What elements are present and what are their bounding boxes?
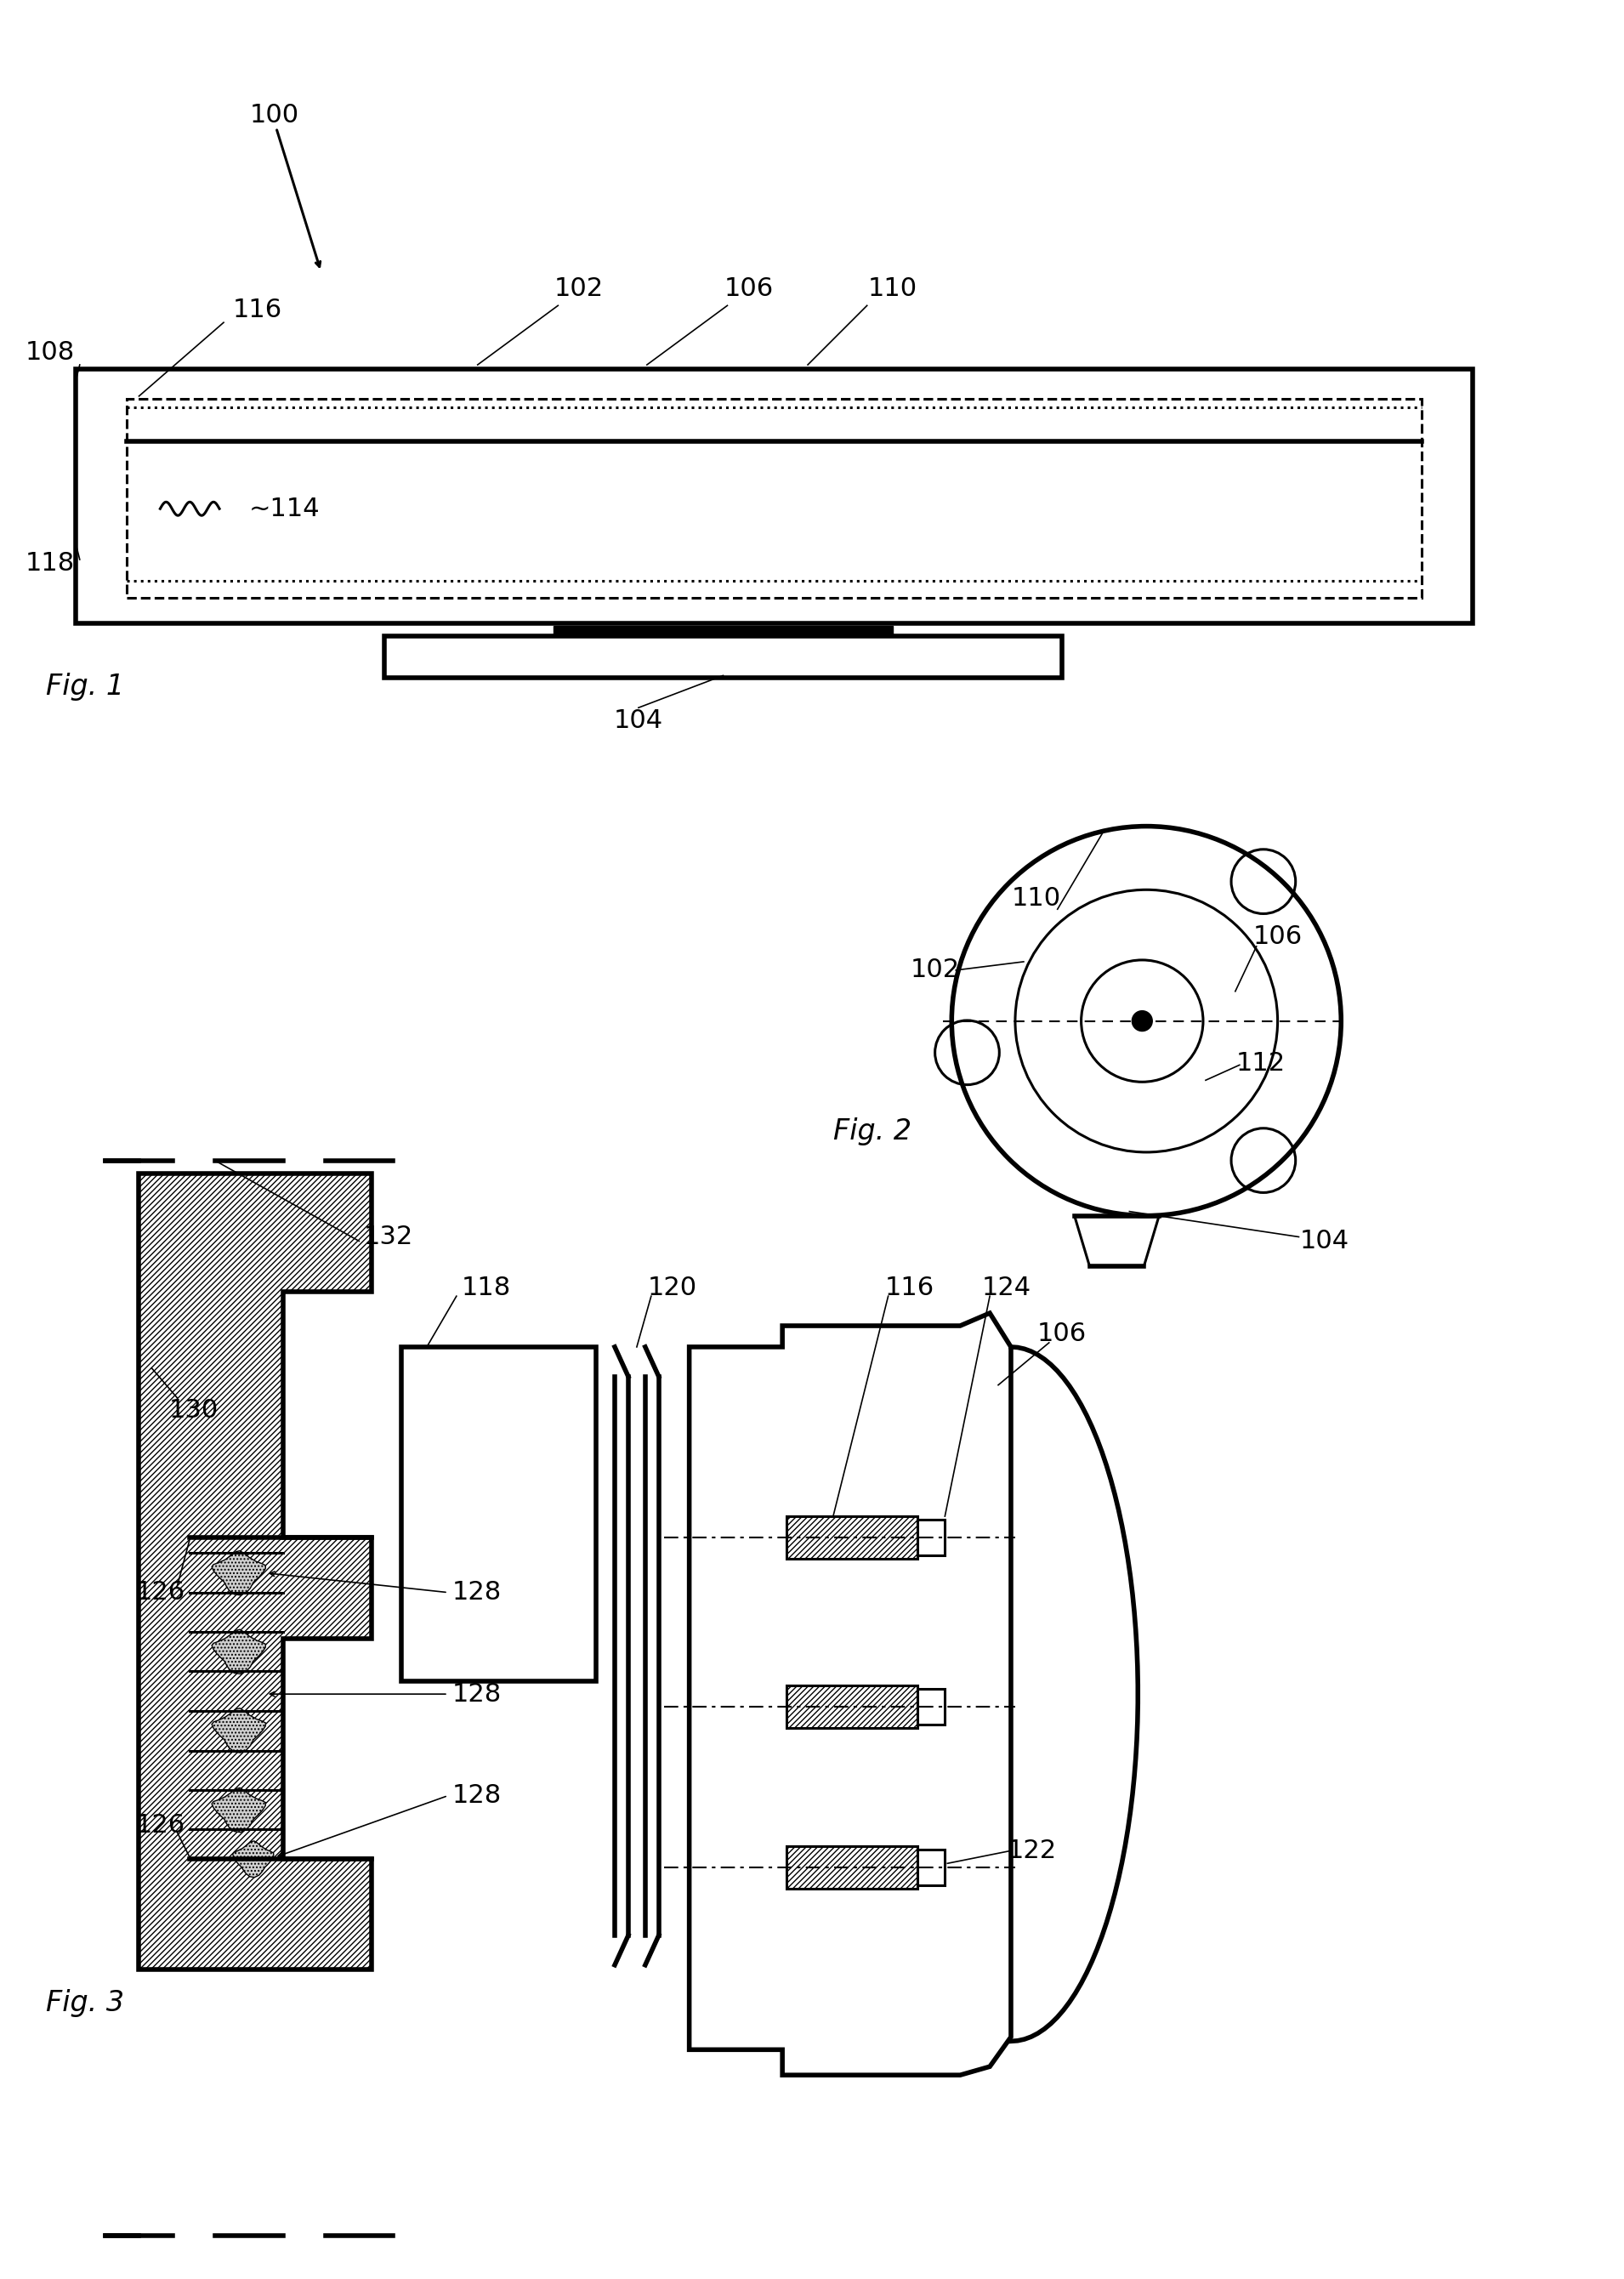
Text: 126: 126: [135, 1579, 185, 1604]
Polygon shape: [232, 1841, 274, 1878]
Text: 118: 118: [461, 1276, 512, 1299]
Polygon shape: [211, 1787, 266, 1832]
Text: 106: 106: [1252, 923, 1302, 948]
Text: 106: 106: [724, 276, 773, 301]
Text: 116: 116: [232, 299, 283, 321]
Bar: [918, 1689, 945, 1725]
Text: 128: 128: [451, 1784, 502, 1807]
Text: 116: 116: [885, 1276, 934, 1299]
Text: 102: 102: [554, 276, 604, 301]
Polygon shape: [211, 1709, 266, 1753]
Bar: [918, 1851, 945, 1885]
Text: 132: 132: [364, 1224, 414, 1249]
Text: 110: 110: [1012, 887, 1060, 912]
Polygon shape: [140, 1174, 372, 1969]
Text: 118: 118: [26, 552, 75, 577]
Bar: [918, 1520, 945, 1554]
Text: 112: 112: [1236, 1051, 1285, 1076]
Text: Fig. 2: Fig. 2: [833, 1117, 911, 1144]
Bar: [786, 1516, 918, 1559]
Text: 124: 124: [983, 1276, 1031, 1299]
Text: 120: 120: [648, 1276, 697, 1299]
Text: 100: 100: [250, 103, 299, 128]
Text: 110: 110: [867, 276, 918, 301]
Text: Fig. 3: Fig. 3: [45, 1990, 123, 2017]
Text: 128: 128: [451, 1579, 502, 1604]
Bar: [786, 1686, 918, 1727]
Text: 122: 122: [1007, 1839, 1057, 1862]
Text: 104: 104: [1299, 1228, 1350, 1253]
Circle shape: [1132, 1012, 1153, 1030]
Text: Fig. 1: Fig. 1: [45, 672, 123, 700]
Polygon shape: [689, 1313, 1010, 2076]
Text: 126: 126: [135, 1814, 185, 1837]
Text: 128: 128: [451, 1682, 502, 1707]
Polygon shape: [554, 624, 893, 636]
Polygon shape: [211, 1629, 266, 1675]
Text: 102: 102: [909, 957, 960, 982]
Text: 108: 108: [26, 340, 75, 365]
Polygon shape: [385, 636, 1062, 679]
Bar: [401, 1347, 596, 1682]
Text: ~114: ~114: [248, 497, 320, 522]
Bar: [786, 1846, 918, 1889]
Polygon shape: [211, 1550, 266, 1595]
Text: 130: 130: [169, 1397, 219, 1422]
Text: 104: 104: [614, 709, 663, 734]
Text: 106: 106: [1038, 1322, 1086, 1347]
